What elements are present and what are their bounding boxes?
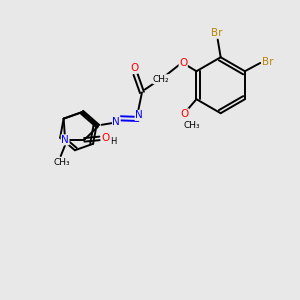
Text: O: O [179, 58, 187, 68]
Text: N: N [112, 117, 120, 127]
Text: O: O [101, 134, 110, 143]
Text: Br: Br [262, 56, 274, 67]
Text: CH₂: CH₂ [153, 75, 169, 84]
Text: Br: Br [211, 28, 222, 38]
Text: CH₃: CH₃ [184, 121, 200, 130]
Text: O: O [181, 109, 189, 119]
Text: CH₃: CH₃ [54, 158, 70, 167]
Text: O: O [130, 63, 138, 73]
Text: N: N [135, 110, 143, 120]
Text: H: H [110, 137, 117, 146]
Text: N: N [61, 135, 69, 145]
